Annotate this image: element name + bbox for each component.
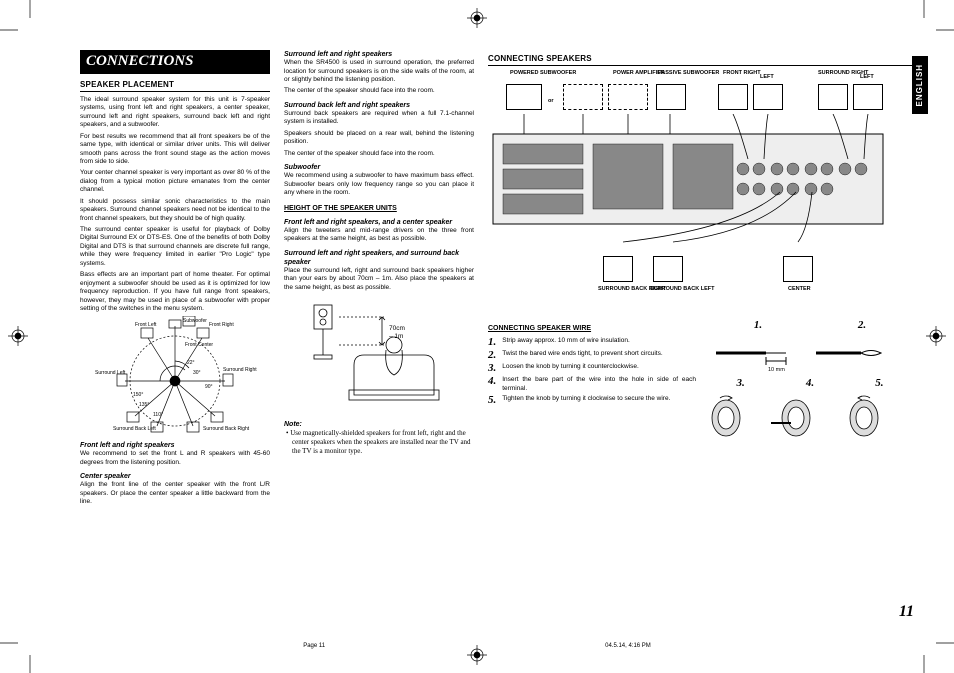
body-text: For best results we recommend that all f… [80, 133, 270, 167]
heading-height-surround: Surround left and right speakers, and su… [284, 249, 474, 267]
svg-text:– 1m: – 1m [389, 333, 403, 340]
body-text: The surround center speaker is useful fo… [80, 226, 270, 268]
body-text: Speakers should be placed on a rear wall… [284, 130, 474, 147]
section-speaker-placement: SPEAKER PLACEMENT [80, 80, 270, 92]
body-text: The center of the speaker should face in… [284, 87, 474, 95]
body-text: Align the front line of the center speak… [80, 481, 270, 506]
svg-text:Surround Right: Surround Right [223, 367, 257, 373]
footer: Page 11 04.5.14, 4:16 PM [0, 643, 954, 651]
svg-text:10 mm: 10 mm [768, 367, 785, 373]
body-text: We recommend using a subwoofer to have m… [284, 172, 474, 197]
page-title: CONNECTIONS [80, 50, 270, 74]
svg-text:Surround Left: Surround Left [95, 370, 126, 376]
svg-text:Front Center: Front Center [185, 342, 213, 348]
footer-page: Page 11 [303, 643, 325, 651]
section-connecting-speakers: CONNECTING SPEAKERS [488, 54, 914, 66]
body-text: It should possess similar sonic characte… [80, 198, 270, 223]
heading-subwoofer: Subwoofer [284, 163, 474, 172]
svg-text:Front Right: Front Right [209, 322, 234, 328]
body-text: Surround back speakers are required when… [284, 110, 474, 127]
sofa-height-diagram: 70cm – 1m [284, 295, 474, 410]
body-text: We recommend to set the front L and R sp… [80, 450, 270, 467]
body-text: When the SR4500 is used in surround oper… [284, 59, 474, 84]
svg-text:110°: 110° [153, 412, 163, 418]
speaker-circle-diagram: Subwoofer Front Left Front Right Front C… [85, 316, 265, 436]
column-2: Surround left and right speakers When th… [284, 50, 474, 623]
column-1: CONNECTIONS SPEAKER PLACEMENT The ideal … [80, 50, 270, 623]
heading-front-lr: Front left and right speakers [80, 441, 270, 450]
heading-surround-back: Surround back left and right speakers [284, 101, 474, 110]
svg-text:22°: 22° [187, 360, 195, 366]
svg-text:30°: 30° [193, 370, 201, 376]
body-text: Bass effects are an important part of ho… [80, 271, 270, 313]
column-3: CONNECTING SPEAKERS POWERED SUBWOOFER or… [488, 50, 914, 623]
svg-text:Subwoofer: Subwoofer [183, 318, 207, 324]
svg-text:Surround Back Right: Surround Back Right [203, 426, 250, 432]
heading-wire: CONNECTING SPEAKER WIRE [488, 324, 696, 333]
receiver-connection-diagram: POWERED SUBWOOFER or POWER AMPLIFIER PAS… [488, 70, 914, 310]
page-number: 11 [899, 602, 914, 623]
footer-timestamp: 04.5.14, 4:16 PM [605, 643, 651, 651]
svg-text:135°: 135° [139, 402, 149, 408]
note-label: Note: [284, 420, 474, 429]
height-label: 70cm [389, 325, 405, 332]
page-content: CONNECTIONS SPEAKER PLACEMENT The ideal … [80, 50, 914, 623]
body-text: The ideal surround speaker system for th… [80, 96, 270, 130]
wire-instructions: CONNECTING SPEAKER WIRE 1.Strip away app… [488, 318, 696, 448]
note-body: • Use magnetically-shielded speakers for… [284, 429, 474, 456]
heading-height-front: Front left and right speakers, and a cen… [284, 218, 474, 227]
body-text: Align the tweeters and mid-range drivers… [284, 227, 474, 244]
heading-center: Center speaker [80, 472, 270, 481]
svg-text:150°: 150° [133, 392, 143, 398]
svg-text:Surround Back Left: Surround Back Left [113, 426, 156, 432]
heading-surround: Surround left and right speakers [284, 50, 474, 59]
svg-text:Front Left: Front Left [135, 322, 157, 328]
heading-height: HEIGHT OF THE SPEAKER UNITS [284, 204, 474, 213]
language-tab: ENGLISH [912, 56, 928, 114]
body-text: Your center channel speaker is very impo… [80, 169, 270, 194]
body-text: Place the surround left, right and surro… [284, 267, 474, 292]
body-text: The center of the speaker should face in… [284, 150, 474, 158]
wire-step-diagrams: 1.2. 10 mm 3.4.5. [706, 318, 914, 448]
svg-text:90°: 90° [205, 384, 213, 390]
